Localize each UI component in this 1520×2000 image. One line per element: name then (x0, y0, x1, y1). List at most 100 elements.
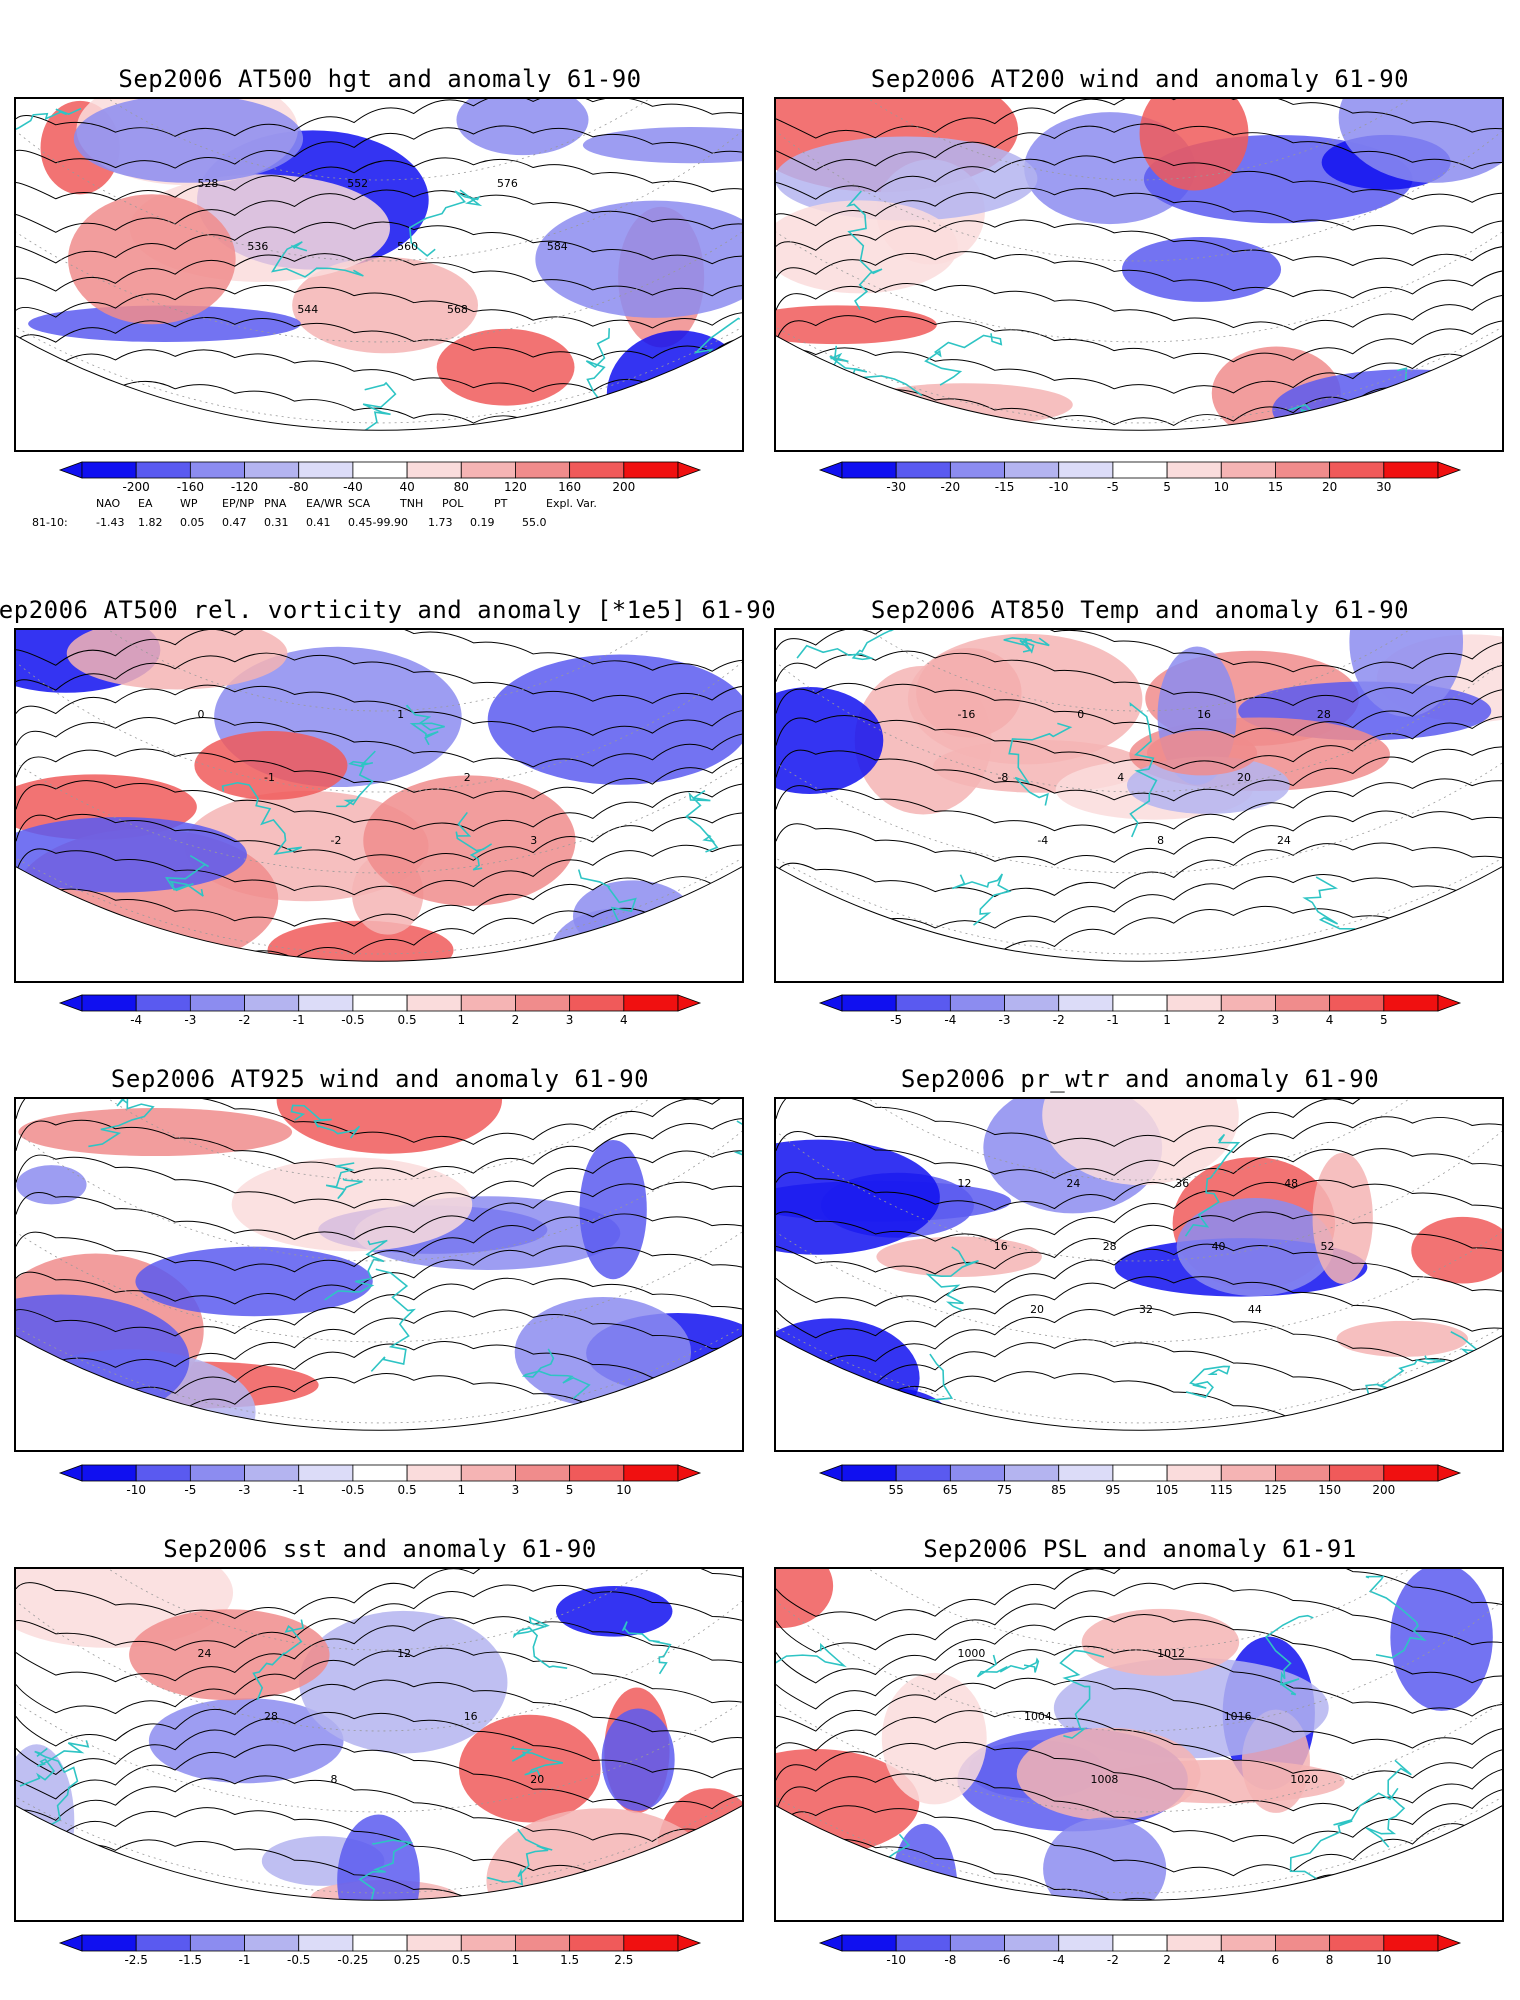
contour-line (776, 1677, 1502, 1749)
colorbar-tick-label: 75 (996, 1483, 1013, 1497)
coastline (1008, 722, 1073, 806)
coastline (1129, 702, 1158, 838)
colorbar-segment (1220, 1464, 1276, 1482)
index-name: PNA (264, 497, 287, 510)
colorbar-segment (1058, 461, 1114, 479)
colorbar-segment (298, 1464, 354, 1482)
colorbar-tick-label: 20 (1321, 480, 1338, 494)
colorbar-arrow-left (58, 1464, 83, 1482)
map-plot: 0 -1 -2 1 2 3 (16, 630, 742, 962)
colorbar-segment (623, 461, 679, 479)
panel-title: Sep2006 sst and anomaly 61-90 (163, 1535, 597, 1563)
index-value: 0.31 (264, 516, 289, 529)
colorbar-segment (1112, 461, 1168, 479)
panel-title: Sep2006 pr_wtr and anomaly 61-90 (900, 1065, 1380, 1093)
anomaly-region (1336, 1320, 1469, 1357)
colorbar-tick-label: 1 (457, 1483, 466, 1497)
contour-line (16, 1679, 742, 1747)
colorbar-segment (460, 461, 516, 479)
coastline (252, 1619, 305, 1701)
anomaly-region (1121, 237, 1282, 302)
index-value: 0.45-99.90 (348, 516, 408, 529)
contour-line (776, 155, 1502, 203)
colorbar-tick-label: -15 (994, 480, 1015, 494)
coastline (896, 431, 1017, 450)
coastline (290, 1104, 361, 1139)
colorbar-segment (135, 1934, 191, 1952)
contour-label: 24 (1277, 834, 1291, 847)
contour-line (776, 219, 1502, 267)
coastline (846, 190, 883, 310)
contour-line (776, 315, 1502, 363)
contour-line (16, 284, 742, 329)
colorbar-segment (244, 461, 300, 479)
coastline (1289, 971, 1336, 981)
colorbar-segment (1220, 994, 1276, 1012)
colorbar-tick-label: 55 (888, 1483, 904, 1497)
coastline (1264, 1614, 1314, 1696)
contour-line (776, 650, 1502, 707)
colorbar-tick-label: -4 (130, 1013, 143, 1027)
contour-label: 12 (397, 1647, 411, 1660)
colorbar-tick-label: 80 (453, 480, 469, 494)
coastline (729, 403, 742, 431)
colorbar-tick-label: 1.5 (560, 1953, 580, 1967)
anomaly-region (458, 1714, 601, 1823)
contour-label: 16 (1197, 708, 1211, 721)
index-value: -1.43 (96, 516, 125, 529)
anomaly-region (776, 1749, 920, 1856)
coastline (614, 431, 684, 450)
coastline (88, 1099, 155, 1148)
contour-line (776, 746, 1502, 802)
contour-label: 20 (1237, 771, 1251, 784)
contour-line (776, 123, 1502, 171)
latitude-circle (16, 1099, 742, 1262)
colorbar-tick-label: 2 (1217, 1013, 1226, 1027)
contour-line (776, 99, 1502, 139)
map-boundary (16, 335, 742, 431)
contour-line (776, 1099, 1502, 1147)
colorbar-segment (352, 1934, 408, 1952)
colorbar-tick-label: 200 (1372, 1483, 1396, 1497)
contour-label: 4 (1117, 771, 1124, 784)
colorbar-tick-label: 8 (1325, 1953, 1334, 1967)
anomaly-region (1146, 730, 1258, 776)
colorbar-tick-label: 85 (1051, 1483, 1067, 1497)
contour-line (776, 1773, 1502, 1845)
colorbar: -4 -3 -2 -1 -0.5 0.5 1 2 3 4 (58, 994, 702, 1031)
colorbar-tick-label: 0.5 (451, 1953, 471, 1967)
colorbar-tick-label: 6 (1271, 1953, 1280, 1967)
colorbar-segment (1220, 1934, 1276, 1952)
colorbar-tick-label: 0.5 (397, 1483, 417, 1497)
contour-line (16, 1245, 742, 1305)
contour-label: 16 (464, 1710, 478, 1723)
colorbar-segment (1383, 461, 1439, 479)
coastline (1289, 1787, 1399, 1881)
colorbar-segment (460, 1934, 516, 1952)
contour-line (16, 1647, 742, 1715)
coastline (221, 781, 303, 856)
colorbar-tick-label: 0.25 (393, 1953, 421, 1967)
contour-line (776, 810, 1502, 866)
contour-line (776, 1211, 1502, 1275)
colorbar-segment (135, 461, 191, 479)
colorbar-tick-label: -1 (1106, 1013, 1119, 1027)
colorbar-tick-label: -1 (238, 1953, 251, 1967)
latitude-circle (776, 630, 1502, 793)
colorbar-arrow-right (677, 461, 702, 479)
contour-line (16, 716, 742, 768)
colorbar: -10 -5 -3 -1 -0.5 0.5 1 3 5 10 (58, 1464, 702, 1501)
contour-line (776, 1116, 1502, 1179)
colorbar-tick-label: -6 (998, 1953, 1011, 1967)
colorbar-segment (81, 1464, 137, 1482)
contour-label: -2 (331, 834, 342, 847)
anomaly-region (436, 328, 575, 406)
map-plot: -16 -8 -4 0 4 8 16 20 24 28 (776, 630, 1502, 981)
coastline (829, 345, 923, 397)
colorbar-segment (1329, 1934, 1385, 1952)
coastline (16, 107, 82, 142)
contour-label: 528 (198, 177, 219, 190)
contour-label: 24 (1066, 1177, 1080, 1190)
contour-line (16, 253, 742, 297)
coastline (1365, 1355, 1446, 1400)
